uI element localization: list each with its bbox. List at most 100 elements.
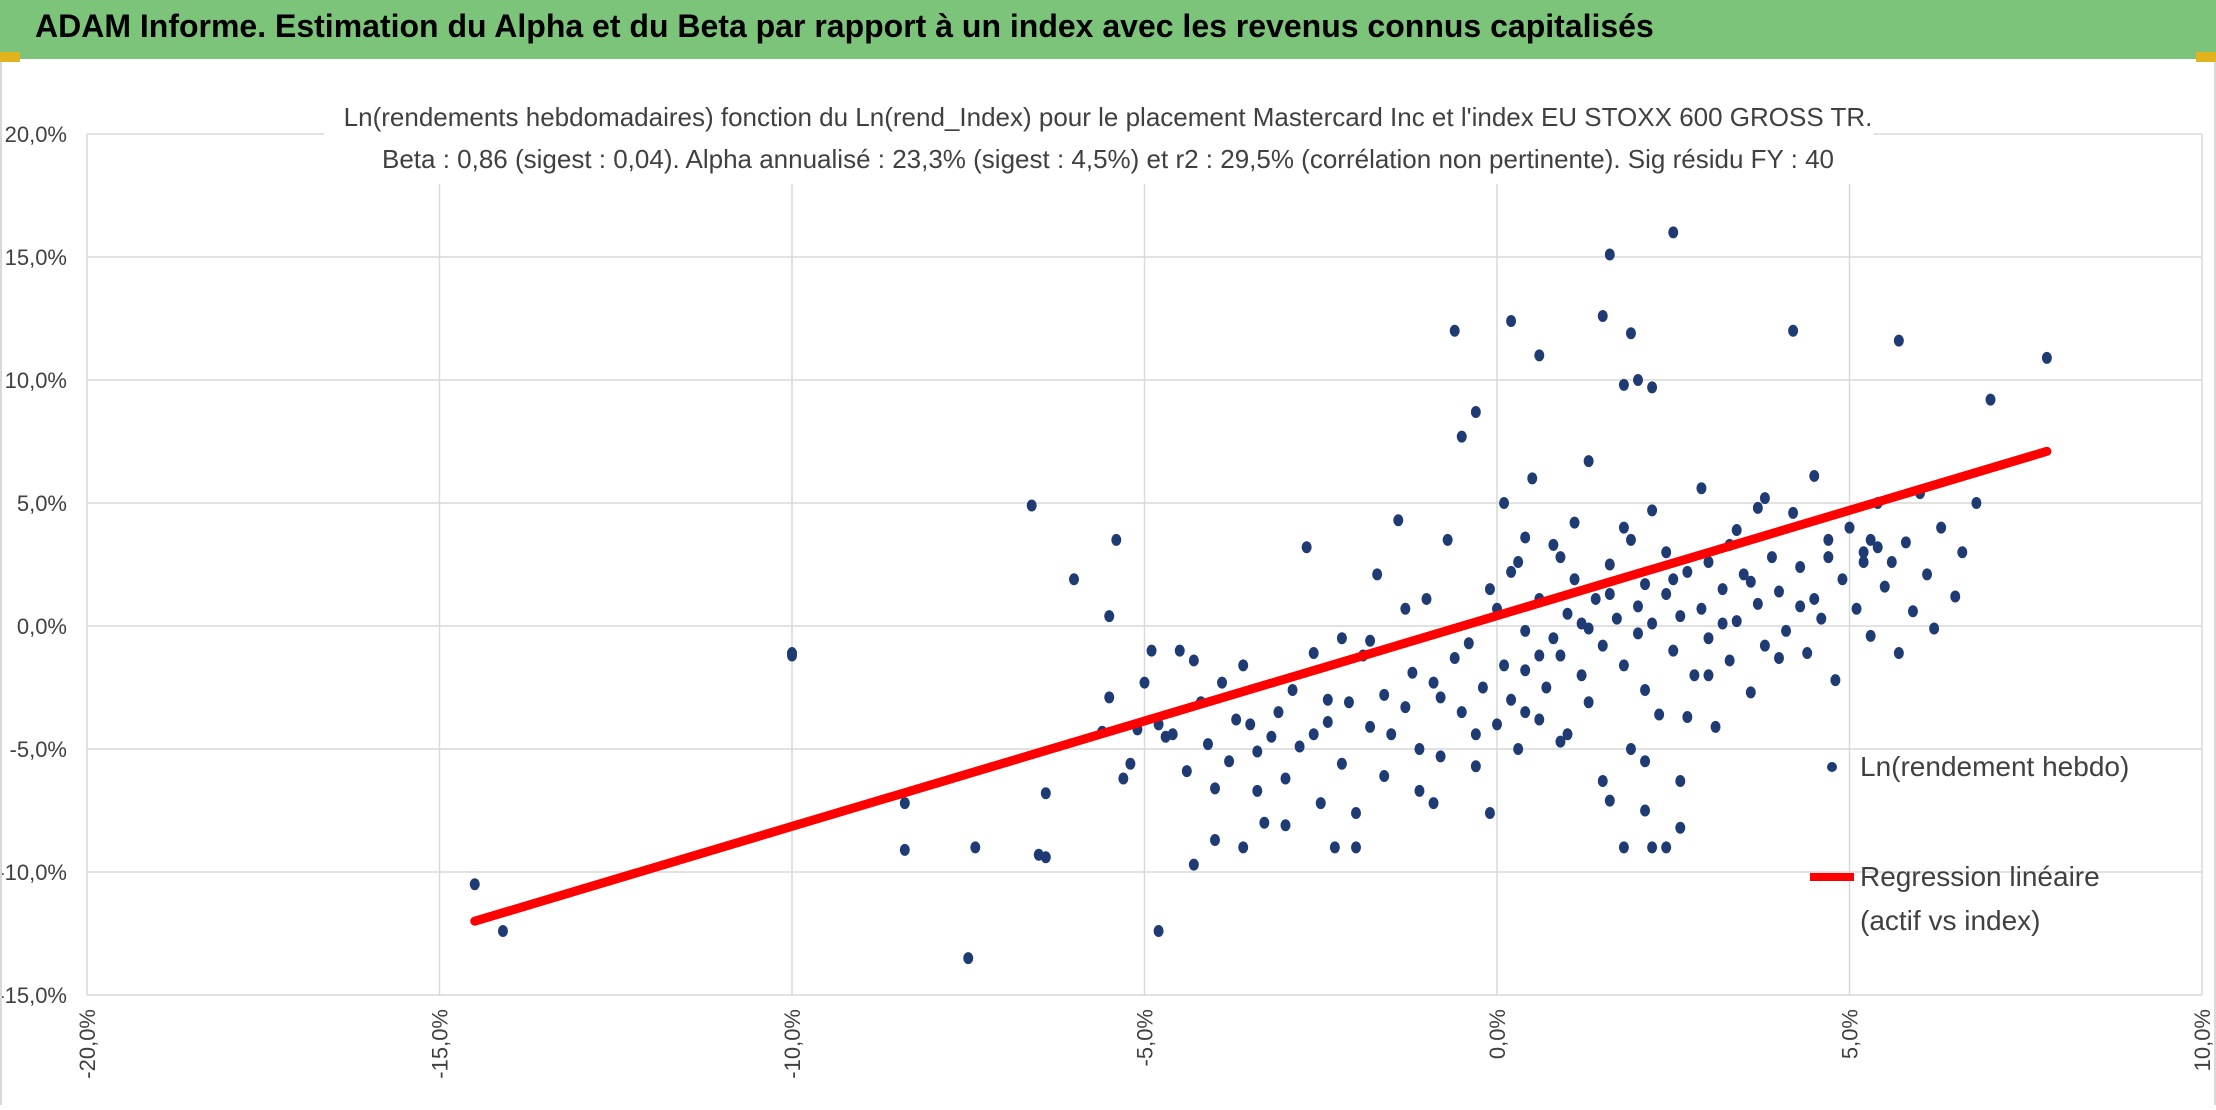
scatter-point: [1625, 327, 1636, 340]
scatter-point: [1971, 497, 1982, 509]
scatter-point: [1520, 664, 1531, 677]
scatter-point: [1513, 556, 1524, 569]
scatter-point: [1703, 556, 1714, 569]
scatter-point: [1710, 720, 1721, 733]
scatter-point: [1809, 592, 1820, 605]
scatter-point: [1668, 644, 1679, 657]
scatter-point: [1322, 693, 1333, 706]
scatter-point: [1802, 647, 1813, 660]
x-tick-label: 5,0%: [1838, 1009, 1863, 1059]
header-corner-right: [2196, 52, 2216, 62]
scatter-point: [1548, 632, 1559, 645]
scatter-point: [1865, 629, 1876, 642]
scatter-point: [1745, 575, 1756, 588]
scatter-point: [1111, 533, 1122, 546]
scatter-point: [1731, 615, 1742, 628]
scatter-point: [1492, 718, 1502, 731]
scatter-point: [1442, 533, 1453, 546]
scatter-point: [1181, 765, 1192, 778]
scatter-point: [1597, 774, 1608, 787]
scatter-point: [1069, 573, 1079, 586]
scatter-point: [1188, 654, 1199, 667]
scatter-point: [1104, 610, 1115, 623]
scatter-point: [1414, 743, 1425, 755]
scatter-point: [1731, 524, 1742, 537]
scatter-point: [1618, 521, 1629, 534]
scatter-point: [787, 647, 797, 660]
x-tick-label: -15,0%: [428, 1009, 453, 1079]
chart-title: Ln(rendements hebdomadaires) fonction du…: [344, 102, 1873, 132]
scatter-point: [1879, 580, 1890, 593]
y-tick-label: 15,0%: [5, 245, 67, 270]
scatter-point: [1456, 706, 1467, 719]
x-tick-label: -10,0%: [780, 1009, 805, 1079]
scatter-point: [1555, 735, 1566, 748]
scatter-point: [1534, 349, 1545, 362]
scatter-point: [1231, 713, 1242, 726]
scatter-point: [1837, 573, 1848, 586]
scatter-point: [1682, 565, 1693, 578]
scatter-point: [1210, 782, 1220, 795]
scatter-point: [1280, 772, 1291, 785]
scatter-point: [1647, 841, 1658, 854]
scatter-point: [1499, 497, 1510, 509]
legend-marker-scatter: [1827, 762, 1837, 772]
y-tick-label: -10,0%: [2, 860, 67, 885]
scatter-point: [1463, 637, 1474, 650]
scatter-point: [1534, 649, 1545, 662]
scatter-point: [1259, 816, 1270, 829]
regression-line-path: [470, 446, 2052, 926]
scatter-point: [469, 878, 480, 891]
scatter-point: [1386, 728, 1397, 741]
scatter-point: [1858, 546, 1869, 559]
scatter-point: [1633, 600, 1643, 613]
y-tick-label: 20,0%: [5, 122, 67, 147]
scatter-point: [1562, 607, 1573, 620]
scatter-point: [1379, 688, 1390, 701]
scatter-point: [1625, 743, 1636, 755]
scatter-point: [1520, 706, 1531, 719]
scatter-point: [1365, 720, 1376, 733]
scatter-point: [1266, 730, 1277, 743]
scatter-point: [1893, 334, 1904, 347]
scatter-point: [1583, 696, 1594, 709]
scatter-point: [1520, 624, 1531, 637]
scatter-point: [1830, 674, 1841, 687]
x-tick-label: -5,0%: [1133, 1009, 1158, 1066]
grid-lines: [86, 133, 2203, 996]
scatter-point: [1633, 374, 1643, 386]
scatter-point: [1456, 430, 1467, 443]
scatter-point: [1351, 806, 1361, 819]
scatter-points: [469, 226, 2052, 965]
scatter-point: [1407, 666, 1418, 679]
scatter-point: [1400, 701, 1411, 714]
y-axis-tick-labels: -15,0% -10,0% -5,0% 0,0% 5,0% 10,0% 15,0% 20,0%: [0, 122, 67, 1008]
scatter-point: [1435, 750, 1446, 763]
scatter-point: [1393, 514, 1404, 527]
scatter-point: [1675, 821, 1686, 834]
header-corner-left: [0, 52, 20, 62]
scatter-point: [1513, 743, 1524, 755]
scatter-point: [1717, 617, 1728, 630]
scatter-point: [970, 841, 981, 854]
scatter-point: [1851, 602, 1862, 615]
scatter-point: [1555, 551, 1566, 564]
scatter-point: [1696, 602, 1707, 615]
scatter-point: [1893, 647, 1904, 660]
x-tick-label: 0,0%: [1485, 1009, 1510, 1059]
scatter-point: [1957, 546, 1968, 559]
scatter-point: [1146, 644, 1157, 657]
scatter-point: [1604, 794, 1615, 807]
scatter-point: [1125, 757, 1136, 770]
scatter-point: [1506, 314, 1517, 327]
scatter-point: [1499, 659, 1510, 672]
scatter-point: [1759, 639, 1770, 652]
scatter-point: [1287, 683, 1298, 696]
scatter-point: [1675, 610, 1686, 623]
scatter-point: [1329, 841, 1340, 854]
chart-title-background: [324, 102, 1874, 184]
report-header: ADAM Informe. Estimation du Alpha et du …: [0, 0, 2216, 62]
scatter-point: [1421, 592, 1432, 605]
scatter-point: [2041, 351, 2052, 364]
scatter-point: [1569, 573, 1580, 586]
